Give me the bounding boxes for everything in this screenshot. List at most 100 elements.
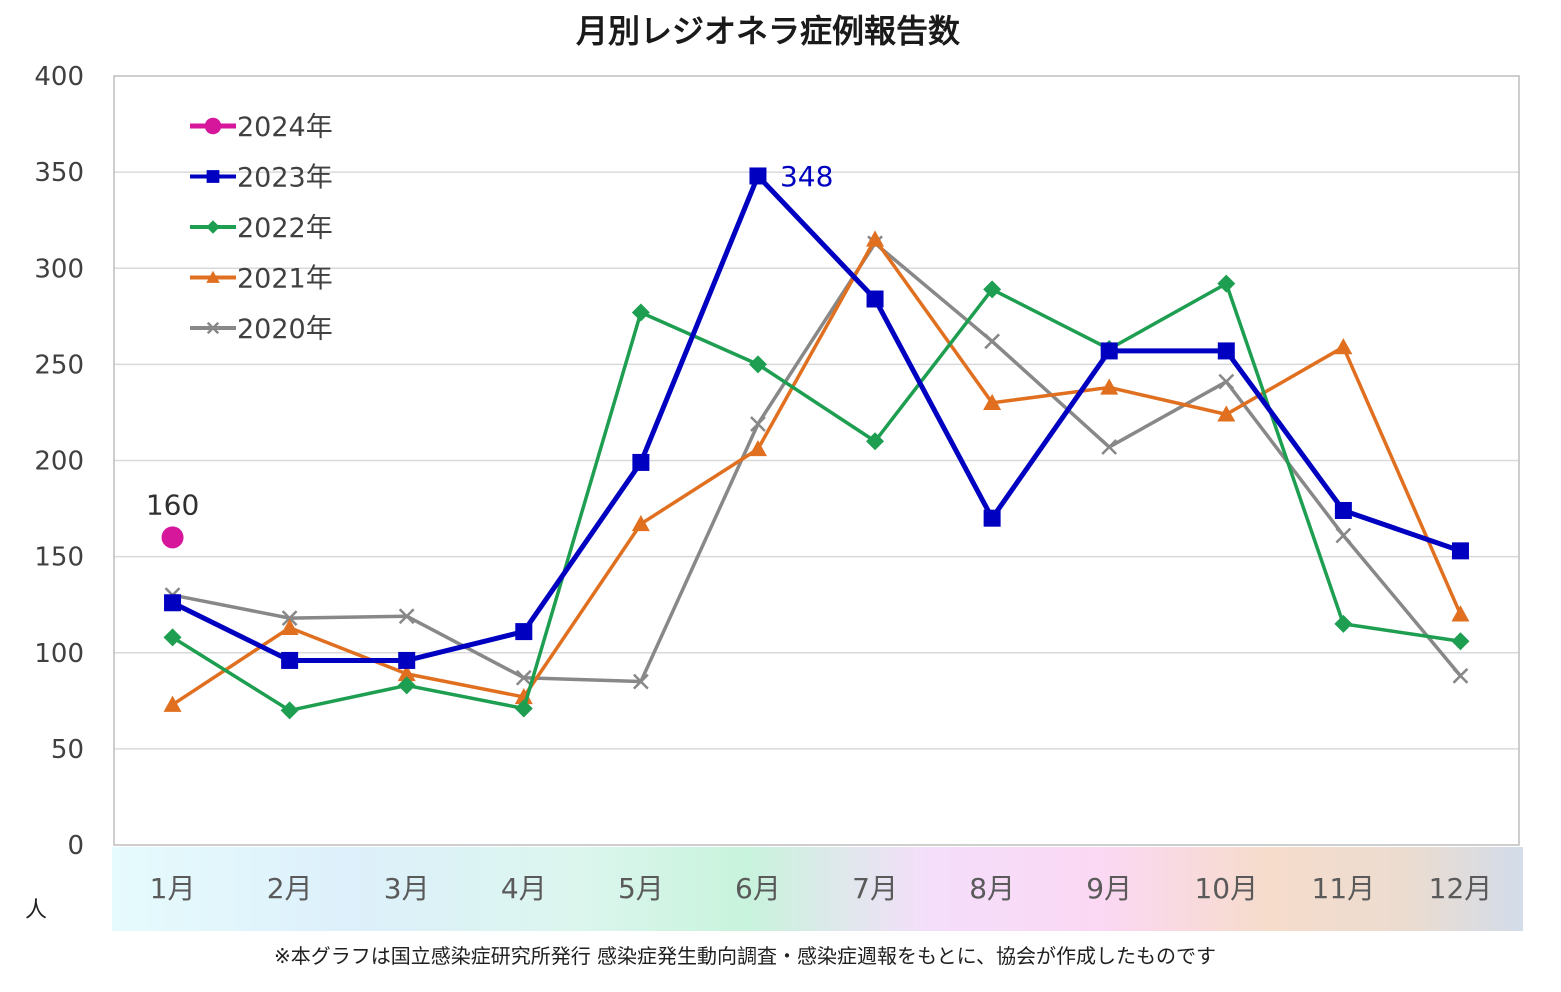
series-2022年 <box>163 274 1470 720</box>
data-point <box>1451 632 1470 651</box>
x-tick-label: 5月 <box>618 872 664 905</box>
series-2024年: 160 <box>146 488 199 549</box>
data-point <box>750 416 766 432</box>
x-tick-label: 8月 <box>969 872 1015 905</box>
data-point <box>748 355 767 374</box>
data-point <box>163 695 182 712</box>
series-2021年 <box>163 230 1470 712</box>
data-point <box>397 676 416 695</box>
data-point <box>1218 373 1235 390</box>
x-tick-label: 4月 <box>501 872 547 905</box>
data-point <box>983 393 1002 411</box>
data-point <box>1334 614 1353 633</box>
data-point <box>866 230 885 247</box>
legend-item: 2021年 <box>190 264 333 295</box>
legend: 2024年 2023年 2022年 2021年 2020年 <box>190 112 333 345</box>
x-tick-label: 9月 <box>1086 872 1132 905</box>
data-point <box>983 280 1002 299</box>
x-axis-band <box>112 847 1523 931</box>
data-point <box>1335 527 1352 544</box>
data-label: 348 <box>780 160 833 193</box>
legend-label: 2022年 <box>237 213 333 244</box>
legend-item: 2020年 <box>190 314 333 345</box>
data-point <box>398 651 416 669</box>
data-point <box>161 526 184 549</box>
legend-item: 2023年 <box>190 163 333 194</box>
data-point <box>984 333 1001 350</box>
footnote: ※本グラフは国立感染症研究所発行 感染症発生動向調査・感染症週報をもとに、協会が… <box>274 944 1216 968</box>
data-point <box>206 220 220 234</box>
data-point <box>514 699 533 718</box>
series-layer: 348 160 <box>146 160 1470 720</box>
data-point <box>206 270 220 283</box>
data-point <box>164 594 182 612</box>
data-point <box>397 664 416 682</box>
legend-label: 2021年 <box>237 264 333 295</box>
data-point <box>206 170 220 183</box>
data-point <box>866 432 885 451</box>
data-point <box>204 117 222 135</box>
series-2020年 <box>164 235 1469 690</box>
x-tick-label: 11月 <box>1312 872 1376 905</box>
x-tick-label: 7月 <box>852 872 898 905</box>
y-tick-label: 400 <box>34 62 84 92</box>
data-point <box>632 673 649 690</box>
y-tick-label: 0 <box>67 831 84 861</box>
data-point <box>748 439 767 457</box>
data-point <box>163 628 182 647</box>
data-point <box>1100 342 1118 360</box>
data-point <box>1334 501 1352 519</box>
data-point <box>515 623 533 641</box>
legend-label: 2020年 <box>237 314 333 345</box>
data-point <box>1217 405 1236 422</box>
data-point <box>281 651 299 669</box>
y-axis-ticks: 0 50 100 150 200 250 300 350 400 <box>34 62 84 861</box>
data-point <box>1334 338 1353 355</box>
y-tick-label: 50 <box>51 735 84 765</box>
data-point <box>866 290 884 308</box>
series-line <box>171 281 1461 713</box>
legend-label: 2023年 <box>237 163 333 194</box>
legend-item: 2024年 <box>190 112 333 143</box>
x-tick-label: 6月 <box>735 872 781 905</box>
data-point <box>1100 378 1119 395</box>
y-tick-label: 250 <box>34 350 84 380</box>
y-tick-label: 350 <box>34 158 84 188</box>
data-point <box>280 618 299 635</box>
data-point <box>514 687 533 705</box>
legend-item: 2022年 <box>190 213 333 244</box>
y-axis-unit: 人 <box>25 898 47 923</box>
chart-title: 月別レジオネラ症例報告数 <box>576 12 961 50</box>
data-point <box>398 608 415 625</box>
data-point <box>631 303 650 322</box>
data-point <box>749 167 767 185</box>
y-tick-label: 150 <box>34 543 84 573</box>
data-point <box>631 514 650 532</box>
series-line <box>171 237 1463 707</box>
data-label: 160 <box>146 488 199 521</box>
data-point <box>1452 667 1469 684</box>
y-tick-label: 200 <box>34 447 84 477</box>
x-tick-label: 10月 <box>1194 872 1258 905</box>
series-2023年: 348 <box>164 160 1469 669</box>
data-point <box>281 610 298 627</box>
x-tick-label: 1月 <box>150 872 196 905</box>
x-tick-label: 12月 <box>1429 872 1493 905</box>
data-point <box>632 453 650 471</box>
data-point <box>1217 342 1235 360</box>
data-point <box>1217 274 1236 293</box>
series-line <box>172 241 1462 684</box>
data-point <box>983 509 1001 527</box>
data-point <box>1451 605 1470 622</box>
legend-label: 2024年 <box>237 112 333 143</box>
data-point <box>1101 439 1118 455</box>
plot-area-frame <box>113 75 1520 846</box>
gridlines <box>114 171 1519 750</box>
data-point <box>280 701 299 720</box>
x-tick-label: 3月 <box>384 872 430 905</box>
data-point <box>206 321 220 335</box>
x-axis-ticks: 1月 2月 3月 4月 5月 6月 7月 8月 9月 10月 11月 12月 <box>150 872 1493 905</box>
y-tick-label: 100 <box>34 639 84 669</box>
data-point <box>515 669 532 686</box>
y-tick-label: 300 <box>34 254 84 284</box>
